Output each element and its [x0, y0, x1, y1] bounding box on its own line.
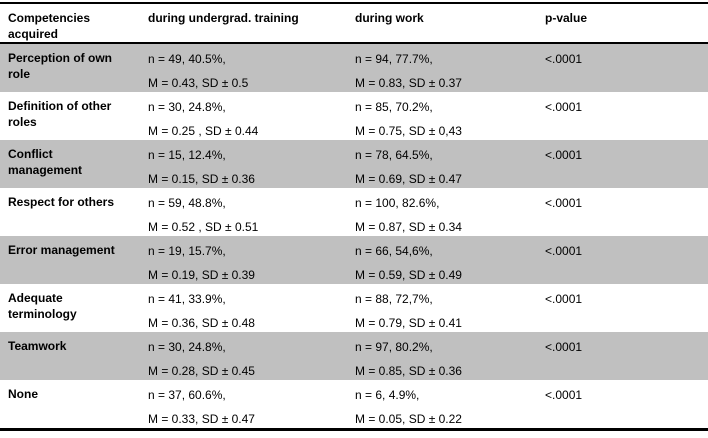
- undergrad-cell: n = 41, 33.9%, M = 0.36, SD ± 0.48: [140, 284, 347, 332]
- stat-line-n: n = 15, 12.4%,: [148, 148, 226, 162]
- competency-cell: Definition of other roles: [8, 99, 112, 129]
- p-value: <.0001: [545, 100, 583, 114]
- header-undergrad-training: during undergrad. training: [148, 11, 299, 25]
- stat-line-m: M = 0.83, SD ± 0.37: [355, 76, 462, 90]
- undergrad-cell: n = 15, 12.4%, M = 0.15, SD ± 0.36: [140, 140, 347, 188]
- competencies-results-table: Competencies acquired during undergrad. …: [0, 2, 708, 431]
- stat-line-m: M = 0.69, SD ± 0.47: [355, 172, 462, 186]
- table-row: Conflict management n = 15, 12.4%, M = 0…: [0, 140, 708, 188]
- stat-line-m: M = 0.43, SD ± 0.5: [148, 76, 249, 90]
- stat-line-n: n = 59, 48.8%,: [148, 196, 226, 210]
- p-value: <.0001: [545, 148, 583, 162]
- stat-line-n: n = 94, 77.7%,: [355, 52, 433, 66]
- pvalue-cell: <.0001: [537, 188, 708, 236]
- work-cell: n = 100, 82.6%, M = 0.87, SD ± 0.34: [347, 188, 537, 236]
- competency-cell: Respect for others: [8, 195, 115, 209]
- stat-line-n: n = 49, 40.5%,: [148, 52, 226, 66]
- stat-line-n: n = 19, 15.7%,: [148, 244, 226, 258]
- stat-line-m: M = 0.36, SD ± 0.48: [148, 316, 255, 330]
- pvalue-cell: <.0001: [537, 380, 708, 428]
- undergrad-cell: n = 30, 24.8%, M = 0.28, SD ± 0.45: [140, 332, 347, 380]
- work-cell: n = 97, 80.2%, M = 0.85, SD ± 0.36: [347, 332, 537, 380]
- stat-line-n: n = 37, 60.6%,: [148, 388, 226, 402]
- undergrad-cell: n = 59, 48.8%, M = 0.52 , SD ± 0.51: [140, 188, 347, 236]
- stat-line-m: M = 0.33, SD ± 0.47: [148, 412, 255, 426]
- table-row: Adequate terminology n = 41, 33.9%, M = …: [0, 284, 708, 332]
- stat-line-m: M = 0.79, SD ± 0.41: [355, 316, 462, 330]
- stat-line-m: M = 0.15, SD ± 0.36: [148, 172, 255, 186]
- work-cell: n = 6, 4.9%, M = 0.05, SD ± 0.22: [347, 380, 537, 428]
- stat-line-m: M = 0.25 , SD ± 0.44: [148, 124, 259, 138]
- stat-line-m: M = 0.05, SD ± 0.22: [355, 412, 462, 426]
- table-row: Perception of own role n = 49, 40.5%, M …: [0, 44, 708, 92]
- p-value: <.0001: [545, 244, 583, 258]
- work-cell: n = 88, 72,7%, M = 0.79, SD ± 0.41: [347, 284, 537, 332]
- stat-line-n: n = 30, 24.8%,: [148, 340, 226, 354]
- pvalue-cell: <.0001: [537, 332, 708, 380]
- stat-line-n: n = 30, 24.8%,: [148, 100, 226, 114]
- table-row: Error management n = 19, 15.7%, M = 0.19…: [0, 236, 708, 284]
- work-cell: n = 66, 54,6%, M = 0.59, SD ± 0.49: [347, 236, 537, 284]
- p-value: <.0001: [545, 52, 583, 66]
- stat-line-m: M = 0.19, SD ± 0.39: [148, 268, 255, 282]
- competency-cell: Conflict management: [8, 147, 83, 177]
- stat-line-m: M = 0.28, SD ± 0.45: [148, 364, 255, 378]
- stat-line-m: M = 0.52 , SD ± 0.51: [148, 220, 259, 234]
- competency-cell: Teamwork: [8, 339, 67, 353]
- pvalue-cell: <.0001: [537, 92, 708, 140]
- competency-cell: Error management: [8, 243, 115, 257]
- stat-line-m: M = 0.75, SD ± 0,43: [355, 124, 462, 138]
- stat-line-m: M = 0.85, SD ± 0.36: [355, 364, 462, 378]
- table-row: Respect for others n = 59, 48.8%, M = 0.…: [0, 188, 708, 236]
- work-cell: n = 94, 77.7%, M = 0.83, SD ± 0.37: [347, 44, 537, 92]
- table-row: None n = 37, 60.6%, M = 0.33, SD ± 0.47 …: [0, 380, 708, 428]
- stat-line-m: M = 0.87, SD ± 0.34: [355, 220, 462, 234]
- pvalue-cell: <.0001: [537, 236, 708, 284]
- stat-line-n: n = 78, 64.5%,: [355, 148, 433, 162]
- table-header-row: Competencies acquired during undergrad. …: [0, 2, 708, 44]
- table-row: Definition of other roles n = 30, 24.8%,…: [0, 92, 708, 140]
- stat-line-n: n = 6, 4.9%,: [355, 388, 420, 402]
- p-value: <.0001: [545, 340, 583, 354]
- stat-line-n: n = 88, 72,7%,: [355, 292, 433, 306]
- work-cell: n = 85, 70.2%, M = 0.75, SD ± 0,43: [347, 92, 537, 140]
- table-row: Teamwork n = 30, 24.8%, M = 0.28, SD ± 0…: [0, 332, 708, 380]
- undergrad-cell: n = 19, 15.7%, M = 0.19, SD ± 0.39: [140, 236, 347, 284]
- competency-cell: Adequate terminology: [8, 291, 77, 321]
- stat-line-n: n = 85, 70.2%,: [355, 100, 433, 114]
- p-value: <.0001: [545, 292, 583, 306]
- header-during-work: during work: [355, 11, 424, 25]
- pvalue-cell: <.0001: [537, 44, 708, 92]
- header-p-value: p-value: [545, 11, 588, 25]
- competency-cell: None: [8, 387, 38, 401]
- undergrad-cell: n = 37, 60.6%, M = 0.33, SD ± 0.47: [140, 380, 347, 428]
- stat-line-n: n = 41, 33.9%,: [148, 292, 226, 306]
- stat-line-n: n = 97, 80.2%,: [355, 340, 433, 354]
- header-competencies-acquired: Competencies acquired: [8, 11, 91, 41]
- stat-line-m: M = 0.59, SD ± 0.49: [355, 268, 462, 282]
- work-cell: n = 78, 64.5%, M = 0.69, SD ± 0.47: [347, 140, 537, 188]
- competency-cell: Perception of own role: [8, 51, 113, 81]
- pvalue-cell: <.0001: [537, 284, 708, 332]
- pvalue-cell: <.0001: [537, 140, 708, 188]
- stat-line-n: n = 100, 82.6%,: [355, 196, 440, 210]
- p-value: <.0001: [545, 196, 583, 210]
- table-body: Perception of own role n = 49, 40.5%, M …: [0, 44, 708, 431]
- p-value: <.0001: [545, 388, 583, 402]
- undergrad-cell: n = 30, 24.8%, M = 0.25 , SD ± 0.44: [140, 92, 347, 140]
- stat-line-n: n = 66, 54,6%,: [355, 244, 433, 258]
- undergrad-cell: n = 49, 40.5%, M = 0.43, SD ± 0.5: [140, 44, 347, 92]
